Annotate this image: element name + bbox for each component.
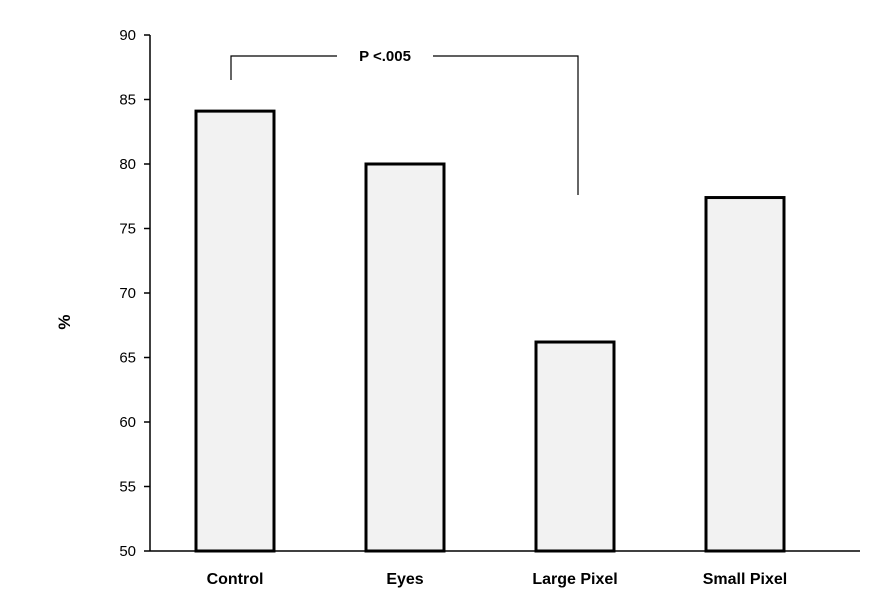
y-tick-label: 80 — [119, 156, 136, 173]
y-tick-label: 65 — [119, 350, 136, 367]
bars — [194, 109, 786, 553]
x-tick-label: Small Pixel — [703, 571, 788, 588]
significance-bracket: P <.005 — [230, 48, 579, 195]
y-tick-label: 55 — [119, 479, 136, 496]
bar-control — [194, 109, 276, 553]
significance-label: P <.005 — [359, 48, 411, 65]
y-axis-label: % — [55, 314, 74, 329]
bracket-left-line — [230, 55, 337, 80]
x-tick-label: Eyes — [386, 571, 423, 588]
x-axis-labels: Control Eyes Large Pixel Small Pixel — [207, 571, 788, 588]
x-tick-label: Control — [207, 571, 264, 588]
bracket-right-line — [433, 55, 579, 195]
y-tick-label: 90 — [119, 27, 136, 44]
bar-small-pixel — [704, 196, 786, 553]
bar-large-pixel — [534, 340, 616, 553]
y-tick-label: 60 — [119, 414, 136, 431]
y-tick-label: 75 — [119, 221, 136, 238]
y-axis-ticks: 50 55 60 65 70 75 80 85 90 — [119, 27, 150, 560]
y-tick-label: 50 — [119, 543, 136, 560]
y-tick-label: 85 — [119, 92, 136, 109]
y-tick-label: 70 — [119, 285, 136, 302]
x-tick-label: Large Pixel — [532, 571, 617, 588]
bar-eyes — [364, 162, 446, 553]
